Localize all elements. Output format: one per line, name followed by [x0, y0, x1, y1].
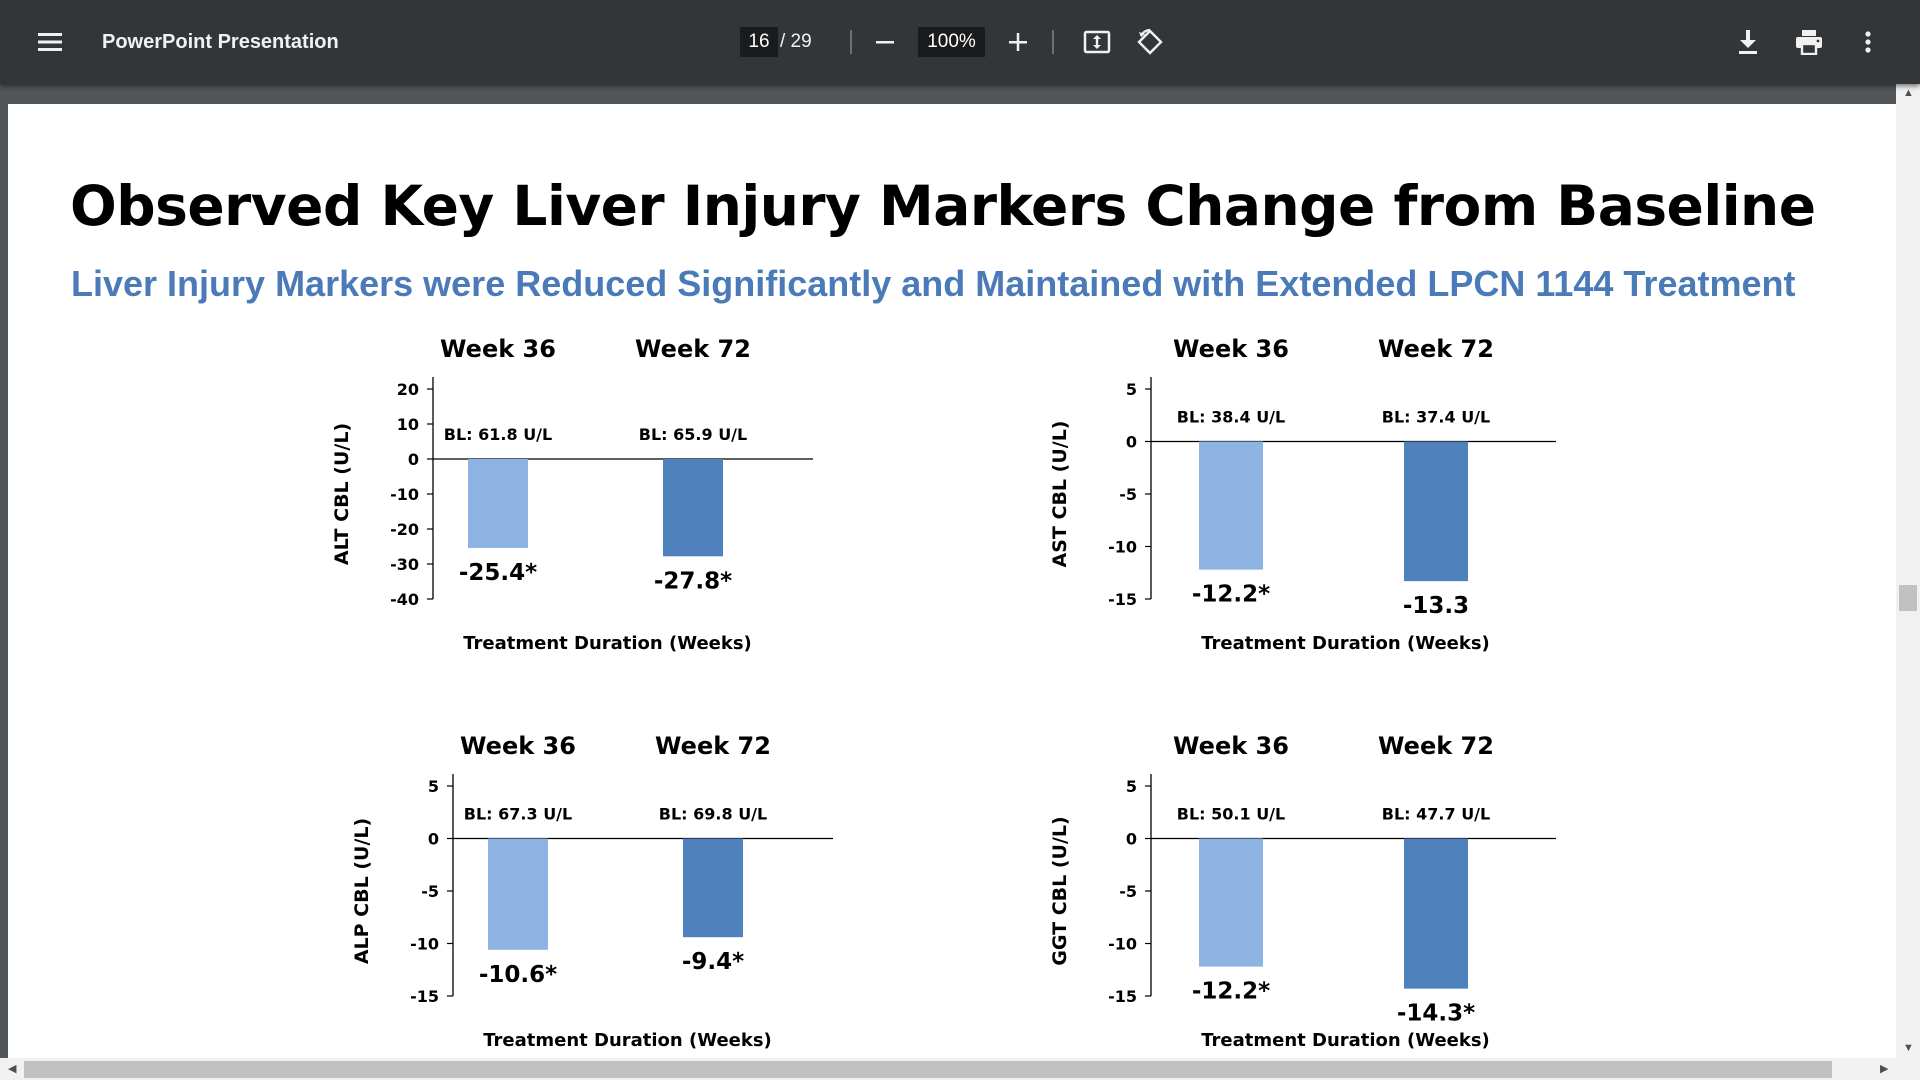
- fit-page-icon[interactable]: [1082, 27, 1112, 57]
- data-label: -10.6*: [479, 962, 557, 988]
- slide-page: Observed Key Liver Injury Markers Change…: [8, 104, 1896, 1058]
- y-tick-label: 5: [1126, 380, 1137, 399]
- document-viewport[interactable]: Observed Key Liver Injury Markers Change…: [0, 84, 1920, 1058]
- x-axis-title: Treatment Duration (Weeks): [483, 1030, 772, 1051]
- y-tick-label: -5: [1119, 485, 1137, 504]
- category-label: Week 72: [655, 732, 771, 760]
- y-tick-label: 5: [428, 777, 439, 796]
- category-label: Week 36: [1173, 335, 1289, 363]
- alp-chart: ALP CBL (U/L) 5 0 -5 -10 -15 Week 36 BL: 67.3 U…: [351, 732, 833, 1051]
- bar: [1199, 838, 1263, 967]
- bar: [683, 838, 743, 938]
- y-axis-title: ALP CBL (U/L): [351, 818, 373, 964]
- slide-subtitle: Liver Injury Markers were Reduced Signif…: [71, 263, 1796, 304]
- baseline-label: BL: 61.8 U/L: [444, 425, 552, 444]
- baseline-label: BL: 67.3 U/L: [464, 805, 572, 824]
- x-axis-title: Treatment Duration (Weeks): [1201, 1030, 1490, 1051]
- pdf-toolbar: PowerPoint Presentation 16 / 29 100%: [0, 0, 1920, 84]
- y-tick-label: -10: [1108, 935, 1137, 954]
- download-icon[interactable]: [1733, 26, 1763, 58]
- vertical-scroll-thumb[interactable]: [1899, 585, 1917, 611]
- slide-title: Observed Key Liver Injury Markers Change…: [70, 174, 1816, 238]
- x-axis-title: Treatment Duration (Weeks): [463, 633, 752, 654]
- scroll-up-arrow[interactable]: ▲: [1903, 87, 1914, 99]
- data-label: -27.8*: [654, 568, 732, 594]
- more-vert-icon[interactable]: [1856, 26, 1880, 58]
- ast-chart: AST CBL (U/L) 5 0 -5 -10 -15 Week 36 BL: 38.4 U…: [1049, 335, 1556, 654]
- y-tick-label: -15: [410, 987, 439, 1006]
- bar: [1404, 838, 1468, 989]
- data-label: -25.4*: [459, 560, 537, 586]
- alt-chart: ALT CBL (U/L) 20 10 0 -10 -20 -30 -40 Week 36 BL:…: [331, 335, 813, 654]
- page-number-input[interactable]: 16: [740, 27, 778, 57]
- bar: [1199, 441, 1263, 570]
- data-label: -9.4*: [682, 949, 744, 975]
- y-tick-label: -10: [410, 935, 439, 954]
- rotate-icon[interactable]: [1135, 27, 1165, 57]
- y-tick-label: -30: [390, 555, 419, 574]
- y-tick-label: 10: [397, 415, 419, 434]
- y-axis-title: GGT CBL (U/L): [1049, 816, 1071, 965]
- y-tick-label: 0: [1126, 830, 1137, 849]
- y-tick-label: 0: [428, 830, 439, 849]
- category-label: Week 72: [1378, 732, 1494, 760]
- document-title: PowerPoint Presentation: [102, 31, 339, 53]
- baseline-label: BL: 65.9 U/L: [639, 425, 747, 444]
- vertical-scrollbar[interactable]: [1896, 84, 1920, 1058]
- horizontal-scroll-thumb[interactable]: [24, 1061, 1832, 1078]
- ggt-chart: GGT CBL (U/L) 5 0 -5 -10 -15 Week 36 BL: 50.1 U…: [1049, 732, 1556, 1051]
- y-tick-label: 5: [1126, 777, 1137, 796]
- y-tick-label: -5: [421, 882, 439, 901]
- baseline-label: BL: 69.8 U/L: [659, 805, 767, 824]
- y-axis-title: ALT CBL (U/L): [331, 423, 353, 565]
- zoom-in-icon[interactable]: [1003, 27, 1033, 57]
- y-tick-label: 0: [1126, 433, 1137, 452]
- y-tick-label: -20: [390, 520, 419, 539]
- y-tick-label: -15: [1108, 987, 1137, 1006]
- category-label: Week 72: [1378, 335, 1494, 363]
- baseline-label: BL: 38.4 U/L: [1177, 408, 1285, 427]
- baseline-label: BL: 47.7 U/L: [1382, 805, 1490, 824]
- y-tick-label: 0: [408, 450, 419, 469]
- toolbar-divider: [1052, 30, 1054, 54]
- scroll-right-arrow[interactable]: ▶: [1880, 1063, 1889, 1075]
- page-total: / 29: [780, 31, 812, 52]
- x-axis-title: Treatment Duration (Weeks): [1201, 633, 1490, 654]
- data-label: -12.2*: [1192, 979, 1270, 1005]
- y-tick-label: -10: [1108, 538, 1137, 557]
- zoom-out-icon[interactable]: [870, 27, 900, 57]
- bar: [468, 459, 528, 548]
- data-label: -14.3*: [1397, 1001, 1475, 1027]
- category-label: Week 72: [635, 335, 751, 363]
- bar: [663, 459, 723, 557]
- scroll-left-arrow[interactable]: ◀: [8, 1063, 17, 1075]
- scroll-down-arrow[interactable]: ▼: [1903, 1042, 1914, 1054]
- bar: [1404, 441, 1468, 582]
- category-label: Week 36: [460, 732, 576, 760]
- y-tick-label: -15: [1108, 590, 1137, 609]
- bar: [488, 838, 548, 950]
- data-label: -13.3: [1403, 593, 1469, 619]
- category-label: Week 36: [1173, 732, 1289, 760]
- baseline-label: BL: 50.1 U/L: [1177, 805, 1285, 824]
- y-tick-label: 20: [397, 380, 419, 399]
- category-label: Week 36: [440, 335, 556, 363]
- toolbar-divider: [850, 30, 852, 54]
- y-tick-label: -40: [390, 590, 419, 609]
- y-axis-title: AST CBL (U/L): [1049, 421, 1071, 568]
- data-label: -12.2*: [1192, 582, 1270, 608]
- menu-icon[interactable]: [34, 26, 66, 58]
- print-icon[interactable]: [1792, 26, 1826, 58]
- y-tick-label: -5: [1119, 882, 1137, 901]
- y-tick-label: -10: [390, 485, 419, 504]
- zoom-input[interactable]: 100%: [918, 27, 985, 57]
- baseline-label: BL: 37.4 U/L: [1382, 408, 1490, 427]
